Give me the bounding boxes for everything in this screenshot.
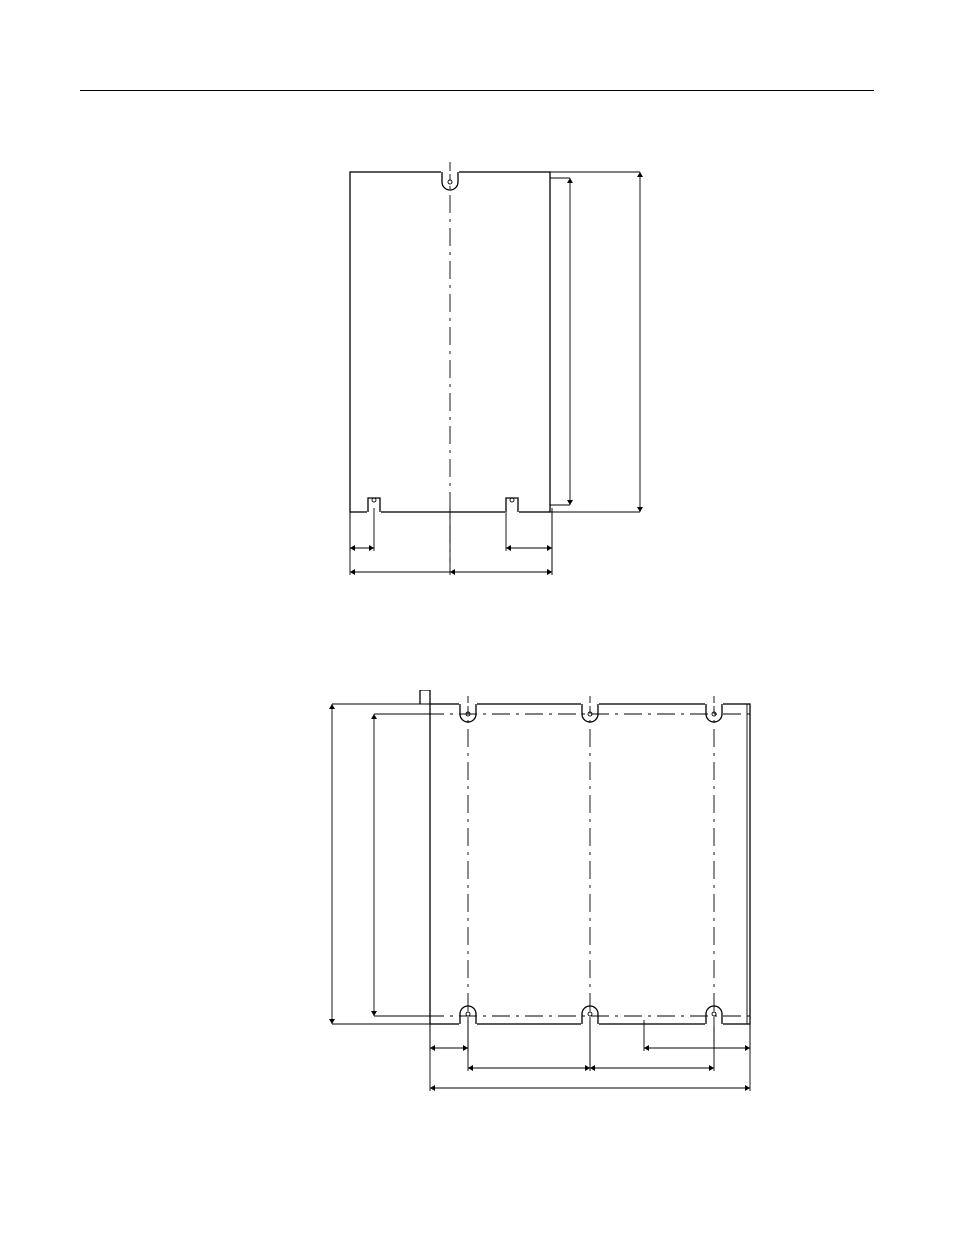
figure-a-drawing <box>330 160 650 600</box>
figure-b-drawing <box>320 690 770 1110</box>
header-rule <box>80 90 874 91</box>
page-root <box>0 0 954 1235</box>
